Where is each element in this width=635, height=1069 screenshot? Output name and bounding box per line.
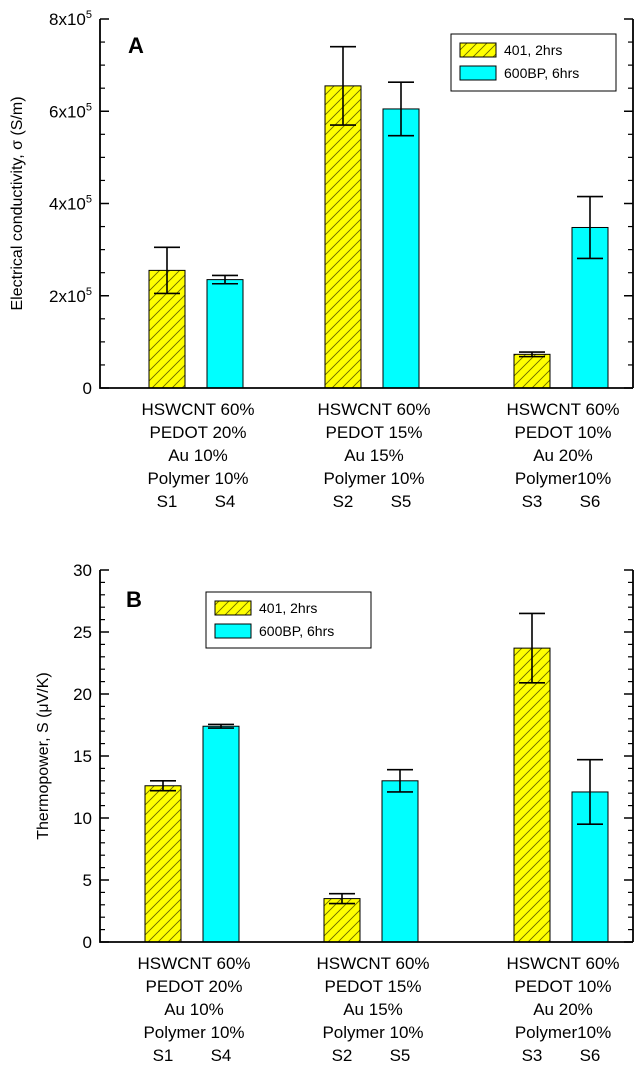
group-label-a-2: Au 15% — [344, 446, 404, 465]
bar-a-s5 — [382, 108, 420, 389]
error-bar-b-s1 — [150, 780, 176, 792]
group-label-a-1: Au 10% — [168, 446, 228, 465]
legend-swatch-a-1 — [459, 42, 497, 58]
y-tick-label-b: 20 — [73, 685, 92, 704]
sample-label-s2: S2 — [333, 492, 354, 511]
chart-b: 0 5 10 15 20 25 30 Thermopower, S (μV/K) B 401, 2… — [35, 561, 634, 1065]
error-bar-a-s6 — [577, 195, 603, 260]
error-bar-b-s5 — [387, 768, 413, 793]
y-tick-label-b: 30 — [73, 561, 92, 580]
bar-a-s3 — [513, 353, 551, 389]
group-label-b-3: Polymer10% — [515, 1023, 611, 1042]
group-label-a-1: PEDOT 20% — [149, 423, 246, 442]
y-tick-label-b: 25 — [73, 623, 92, 642]
y-tick-label-b: 15 — [73, 747, 92, 766]
legend-label-a-1: 401, 2hrs — [504, 42, 562, 58]
group-label-b-1: Au 10% — [164, 1000, 224, 1019]
error-bar-b-s4 — [208, 723, 234, 729]
y-tick-label-a: 4x105 — [49, 194, 92, 214]
sample-label-s2: S2 — [332, 1046, 353, 1065]
sample-label-s1: S1 — [153, 1046, 174, 1065]
group-label-b-3: PEDOT 10% — [514, 977, 611, 996]
chart-a: 0 2x105 4x105 6x105 8x105 Electrical conducti… — [9, 9, 634, 511]
group-label-a-3: HSWCNT 60% — [506, 400, 619, 419]
sample-label-s4: S4 — [215, 492, 236, 511]
group-label-a-3: Polymer10% — [515, 469, 611, 488]
error-bar-a-s5 — [388, 81, 414, 137]
error-bar-a-s2 — [330, 45, 356, 126]
group-label-a-3: Au 20% — [533, 446, 593, 465]
bar-b-s2 — [323, 898, 361, 943]
group-label-a-2: PEDOT 15% — [325, 423, 422, 442]
legend-swatch-b-1 — [214, 600, 252, 616]
group-label-a-2: HSWCNT 60% — [317, 400, 430, 419]
sample-label-s6: S6 — [580, 492, 601, 511]
sample-label-s6: S6 — [580, 1046, 601, 1065]
sample-label-s4: S4 — [211, 1046, 232, 1065]
error-bar-a-s4 — [212, 274, 238, 285]
bar-b-s5 — [381, 780, 419, 943]
error-bar-b-s2 — [329, 892, 355, 905]
sample-label-s3: S3 — [522, 1046, 543, 1065]
group-label-b-3: Au 20% — [533, 1000, 593, 1019]
sample-label-s1: S1 — [157, 492, 178, 511]
bar-a-s2 — [324, 85, 362, 389]
y-axis-label-a: Electrical conductivity, σ (S/m) — [9, 96, 26, 310]
legend-swatch-a-2 — [459, 65, 497, 81]
y-tick-label-a: 0 — [83, 379, 92, 398]
legend-label-b-1: 401, 2hrs — [259, 600, 317, 616]
group-label-b-2: Polymer 10% — [322, 1023, 423, 1042]
group-label-b-2: Au 15% — [343, 1000, 403, 1019]
error-bar-b-s6 — [577, 758, 603, 825]
y-axis-label-b: Thermopower, S (μV/K) — [35, 672, 52, 840]
y-tick-label-a: 6x105 — [49, 101, 92, 121]
group-label-a-1: Polymer 10% — [147, 469, 248, 488]
y-tick-label-a: 2x105 — [49, 286, 92, 306]
panel-letter-a: A — [128, 33, 144, 58]
bar-b-s4 — [202, 725, 240, 943]
y-tick-label-a: 8x105 — [49, 9, 92, 29]
panel-letter-b: B — [126, 587, 142, 612]
bar-a-s4 — [206, 279, 244, 389]
group-label-b-1: Polymer 10% — [143, 1023, 244, 1042]
sample-label-s5: S5 — [390, 1046, 411, 1065]
group-label-b-1: PEDOT 20% — [145, 977, 242, 996]
error-bar-a-s3 — [519, 351, 545, 358]
bar-b-s3 — [513, 647, 551, 943]
group-label-b-3: HSWCNT 60% — [506, 954, 619, 973]
sample-label-s3: S3 — [522, 492, 543, 511]
group-label-a-2: Polymer 10% — [323, 469, 424, 488]
group-label-b-2: PEDOT 15% — [324, 977, 421, 996]
group-label-b-1: HSWCNT 60% — [137, 954, 250, 973]
error-bar-a-s1 — [154, 246, 180, 295]
group-label-a-1: HSWCNT 60% — [141, 400, 254, 419]
y-tick-label-b: 0 — [83, 933, 92, 952]
sample-label-s5: S5 — [391, 492, 412, 511]
bar-b-s1 — [144, 785, 182, 943]
y-tick-label-b: 10 — [73, 809, 92, 828]
group-label-a-3: PEDOT 10% — [514, 423, 611, 442]
legend-label-b-2: 600BP, 6hrs — [259, 623, 334, 639]
legend-swatch-b-2 — [214, 623, 252, 639]
error-bar-b-s3 — [519, 612, 545, 684]
y-tick-label-b: 5 — [83, 871, 92, 890]
legend-label-a-2: 600BP, 6hrs — [504, 65, 579, 81]
group-label-b-2: HSWCNT 60% — [316, 954, 429, 973]
